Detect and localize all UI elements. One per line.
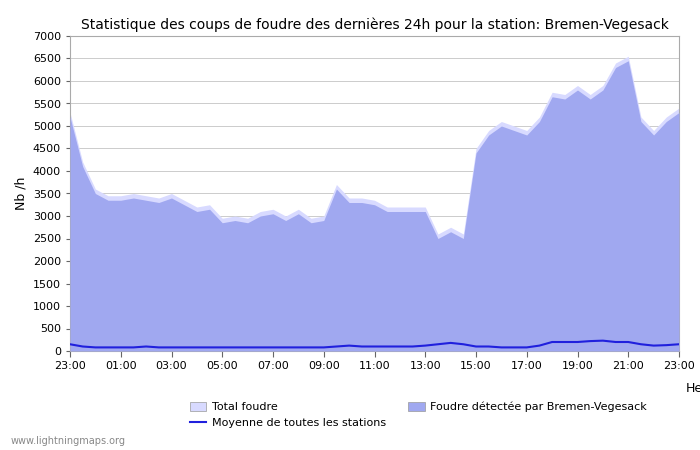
Y-axis label: Nb /h: Nb /h	[14, 177, 27, 210]
Text: Heure: Heure	[686, 382, 700, 395]
Title: Statistique des coups de foudre des dernières 24h pour la station: Bremen-Vegesa: Statistique des coups de foudre des dern…	[80, 18, 668, 32]
Legend: Total foudre, Moyenne de toutes les stations, Foudre détectée par Bremen-Vegesac: Total foudre, Moyenne de toutes les stat…	[186, 397, 652, 433]
Text: www.lightningmaps.org: www.lightningmaps.org	[10, 436, 125, 446]
